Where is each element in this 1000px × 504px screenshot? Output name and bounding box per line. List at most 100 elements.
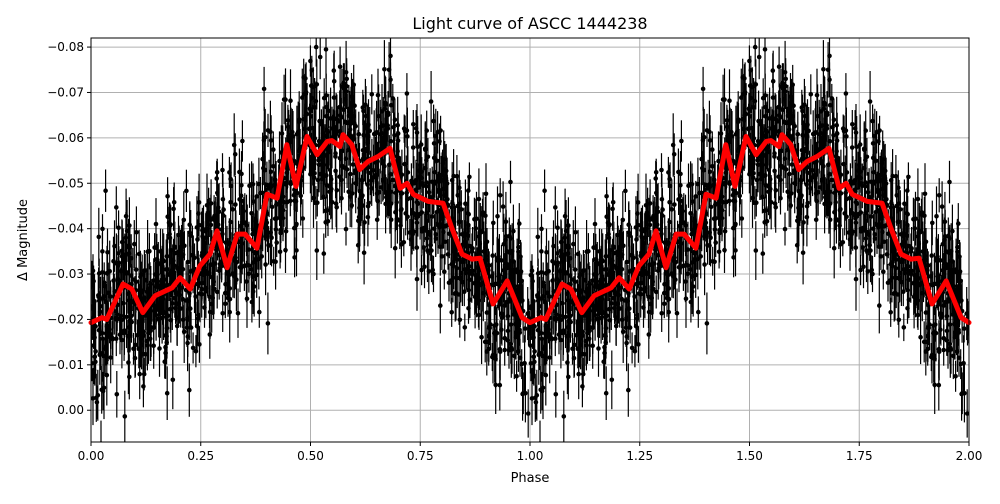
data-point: [916, 197, 921, 202]
data-point: [408, 196, 413, 201]
data-point: [351, 162, 356, 167]
data-point: [825, 192, 830, 197]
data-point: [392, 133, 397, 138]
data-point: [428, 243, 433, 248]
data-point: [399, 242, 404, 247]
data-point: [382, 67, 387, 72]
data-point: [127, 325, 132, 330]
data-point: [710, 164, 715, 169]
data-point: [459, 276, 464, 281]
data-point: [553, 205, 558, 210]
data-point: [593, 222, 598, 227]
data-point: [304, 90, 309, 95]
data-point: [566, 375, 571, 380]
data-point: [740, 216, 745, 221]
data-point: [479, 335, 484, 340]
data-point: [561, 331, 566, 336]
data-point: [534, 400, 539, 405]
data-point: [406, 170, 411, 175]
data-point: [344, 70, 349, 75]
data-point: [344, 227, 349, 232]
data-point: [527, 325, 532, 330]
data-point: [154, 307, 159, 312]
data-point: [868, 99, 873, 104]
data-point: [847, 196, 852, 201]
data-point: [866, 232, 871, 237]
data-point: [480, 212, 485, 217]
data-point: [924, 340, 929, 345]
data-point: [654, 191, 659, 196]
data-point: [188, 234, 193, 239]
data-point: [941, 303, 946, 308]
data-point: [181, 318, 186, 323]
data-point: [801, 250, 806, 255]
data-point: [897, 318, 902, 323]
data-point: [783, 227, 788, 232]
data-point: [487, 326, 492, 331]
data-point: [411, 145, 416, 150]
data-point: [699, 191, 704, 196]
data-point: [162, 359, 167, 364]
data-point: [565, 245, 570, 250]
data-point: [832, 246, 837, 251]
data-point: [647, 332, 652, 337]
data-point: [659, 311, 664, 316]
data-point: [266, 321, 271, 326]
data-point: [539, 227, 544, 232]
data-point: [651, 286, 656, 291]
data-point: [822, 102, 827, 107]
data-point: [772, 154, 777, 159]
data-point: [403, 211, 408, 216]
data-point: [263, 262, 268, 267]
data-point: [563, 235, 568, 240]
data-point: [890, 260, 895, 265]
data-point: [706, 186, 711, 191]
data-point: [612, 306, 617, 311]
data-point: [325, 208, 330, 213]
data-point: [604, 391, 609, 396]
data-point: [409, 237, 414, 242]
data-point: [301, 216, 306, 221]
data-point: [208, 332, 213, 337]
data-point: [380, 131, 385, 136]
data-point: [832, 191, 837, 196]
data-point: [918, 335, 923, 340]
data-point: [886, 280, 891, 285]
data-point: [498, 383, 503, 388]
data-point: [177, 293, 182, 298]
data-point: [215, 191, 220, 196]
data-point: [124, 235, 129, 240]
data-point: [672, 152, 677, 157]
data-point: [268, 230, 273, 235]
data-point: [257, 310, 262, 315]
data-point: [688, 211, 693, 216]
data-point: [805, 215, 810, 220]
data-point: [366, 215, 371, 220]
data-point: [700, 166, 705, 171]
data-point: [284, 181, 289, 186]
data-point: [717, 205, 722, 210]
data-point: [783, 156, 788, 161]
data-point: [783, 70, 788, 75]
data-point: [627, 234, 632, 239]
data-point: [536, 328, 541, 333]
data-point: [366, 201, 371, 206]
data-point: [850, 229, 855, 234]
data-point: [467, 175, 472, 180]
data-point: [841, 162, 846, 167]
data-point: [542, 188, 547, 193]
data-point: [838, 208, 843, 213]
data-point: [943, 234, 948, 239]
data-point: [278, 205, 283, 210]
data-point: [127, 375, 132, 380]
data-point: [418, 212, 423, 217]
data-point: [199, 253, 204, 258]
data-point: [348, 172, 353, 177]
data-point: [220, 311, 225, 316]
data-point: [315, 248, 320, 253]
data-point: [736, 119, 741, 124]
data-point: [286, 118, 291, 123]
data-point: [126, 245, 131, 250]
data-point: [595, 260, 600, 265]
data-point: [764, 208, 769, 213]
